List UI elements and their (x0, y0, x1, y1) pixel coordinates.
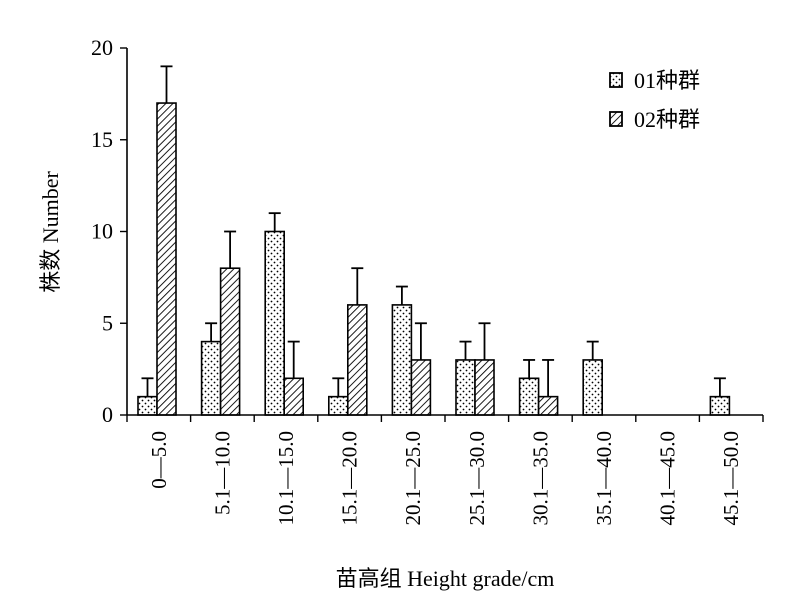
x-tick-label-8: 40.1—45.0 (656, 431, 680, 526)
plot-area (137, 102, 731, 416)
x-tick-label-9: 45.1—50.0 (719, 431, 743, 526)
bar-series1-3 (327, 395, 349, 416)
bar-series1-4 (391, 304, 413, 416)
x-tick-label-7: 35.1—40.0 (592, 431, 616, 526)
legend-label-02: 02种群 (634, 107, 700, 132)
bar-series2-0 (156, 102, 177, 416)
y-tick-label-1: 5 (102, 310, 113, 335)
y-axis-ticks: 0 5 10 15 20 (91, 35, 127, 427)
bar-series1-0 (137, 395, 158, 416)
x-axis-title: 苗高组 Height grade/cm (336, 566, 555, 591)
y-tick-label-4: 20 (91, 35, 113, 60)
legend-label-01: 01种群 (634, 68, 700, 93)
bar-series1-5 (455, 359, 476, 416)
bar-series2-4 (410, 359, 432, 416)
x-tick-label-0: 0—5.0 (147, 431, 171, 489)
x-tick-label-6: 30.1—35.0 (528, 431, 552, 526)
x-tick-label-5: 25.1—30.0 (465, 431, 489, 526)
bar-series2-1 (219, 267, 241, 416)
error-bars (141, 65, 726, 397)
bar-series1-2 (264, 230, 286, 416)
x-tick-label-2: 10.1—15.0 (274, 431, 298, 526)
x-tick-label-4: 20.1—25.0 (401, 431, 425, 526)
y-tick-label-2: 10 (91, 219, 113, 244)
bar-series2-2 (283, 377, 305, 416)
x-tick-label-1: 5.1—10.0 (210, 431, 234, 515)
y-axis-title: 株数 Number (38, 171, 63, 293)
bar-series1-7 (582, 359, 604, 416)
bar-series1-6 (518, 377, 540, 416)
bar-series1-9 (709, 395, 731, 416)
bar-series1-1 (200, 340, 222, 416)
x-tick-label-3: 15.1—20.0 (338, 431, 362, 526)
bar-series2-3 (346, 304, 368, 416)
legend-swatch-02 (609, 111, 623, 127)
legend-swatch-01 (609, 72, 623, 88)
legend: 01种群 02种群 (609, 68, 700, 132)
bar-series2-5 (474, 359, 495, 416)
bar-series2-6 (537, 395, 559, 416)
x-axis-ticks: 0—5.0 5.1—10.0 10.1—15.0 15.1—20.0 20.1—25.0… (126, 415, 764, 526)
y-tick-label-3: 15 (91, 127, 113, 152)
y-tick-label-0: 0 (102, 402, 113, 427)
